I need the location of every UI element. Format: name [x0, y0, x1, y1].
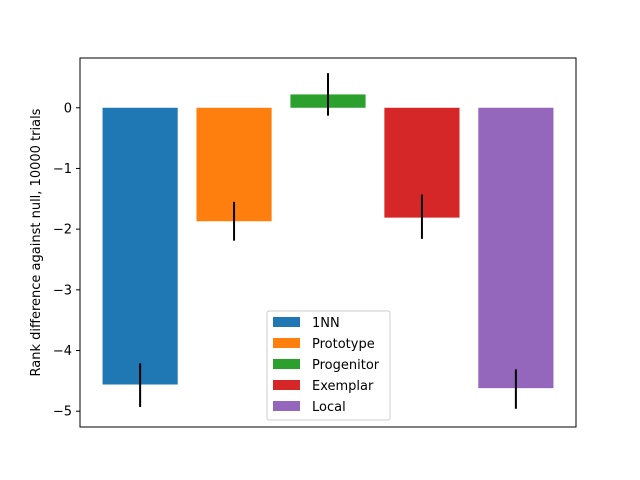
bar-1nn [102, 107, 178, 385]
y-tick-label: 0 [64, 101, 72, 116]
y-tick-label: −5 [53, 405, 72, 420]
legend-label-progenitor: Progenitor [312, 358, 380, 373]
y-axis-ticks: 0 −1 −2 −3 −4 −5 [53, 101, 80, 420]
bar-local [478, 107, 554, 389]
legend-label-exemplar: Exemplar [312, 379, 374, 394]
y-tick-label: −2 [53, 223, 72, 238]
plot-frame [79, 57, 577, 428]
legend: 1NN Prototype Progenitor Exemplar Local [266, 310, 391, 421]
legend-swatch-1nn [273, 317, 300, 327]
legend-label-1nn: 1NN [312, 316, 340, 331]
legend-label-prototype: Prototype [312, 337, 375, 352]
y-tick-label: −1 [53, 162, 72, 177]
y-tick-label: −3 [53, 283, 72, 298]
y-tick-label: −4 [53, 344, 72, 359]
legend-label-local: Local [312, 400, 346, 415]
legend-swatch-local [273, 401, 300, 411]
legend-swatch-exemplar [273, 380, 300, 390]
y-axis-label: Rank difference against null, 10000 tria… [29, 108, 44, 376]
legend-swatch-progenitor [273, 359, 300, 369]
errorbars-group [139, 73, 517, 409]
legend-swatch-prototype [273, 338, 300, 348]
